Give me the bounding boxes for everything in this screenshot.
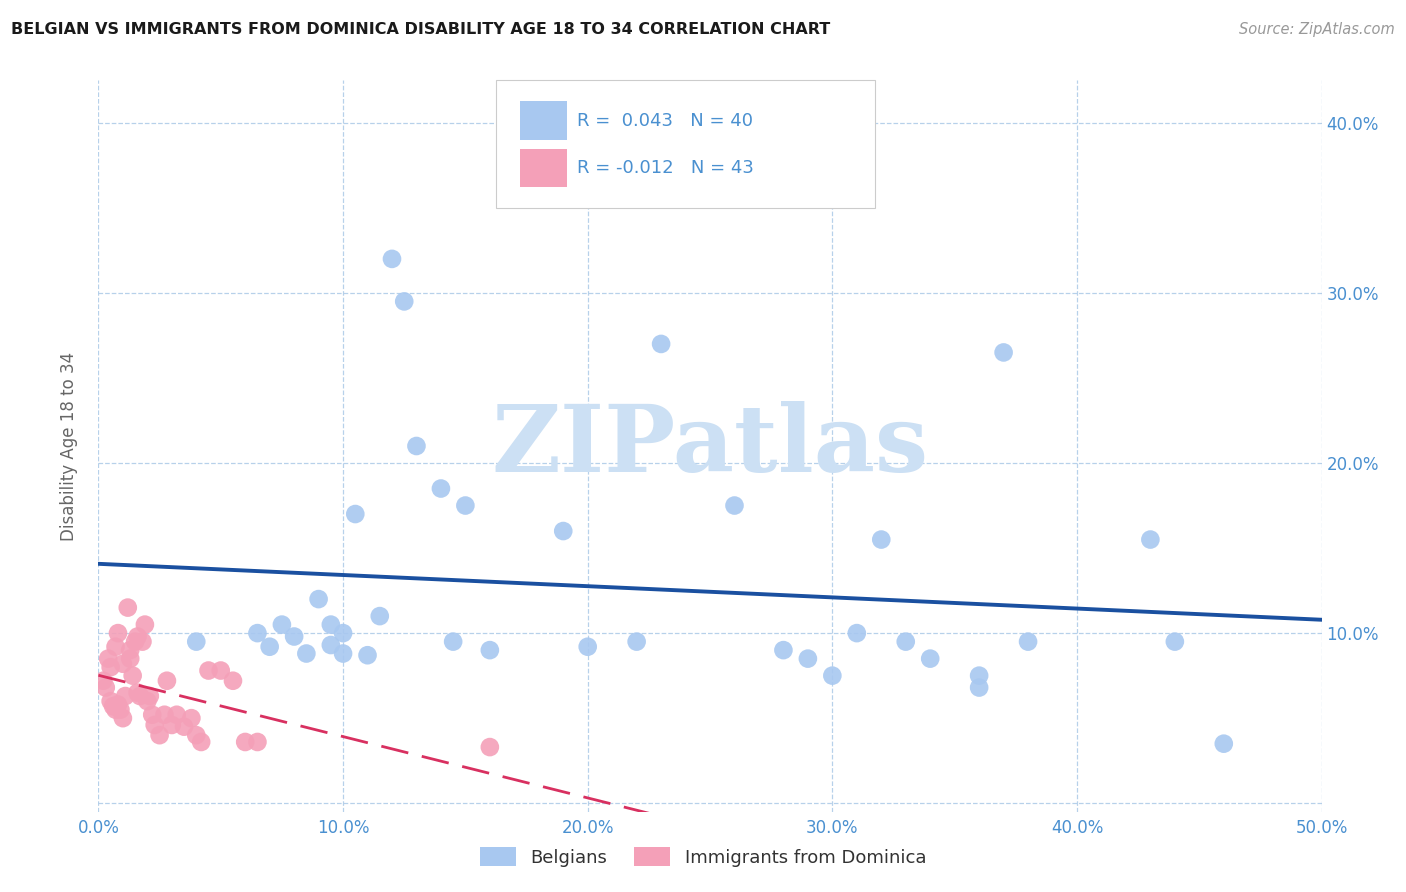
Point xyxy=(104,703,127,717)
Point xyxy=(319,638,342,652)
Point xyxy=(120,651,142,665)
Point xyxy=(246,626,269,640)
Point xyxy=(1164,634,1187,648)
Point xyxy=(1139,533,1161,547)
Y-axis label: Disability Age 18 to 34: Disability Age 18 to 34 xyxy=(59,351,77,541)
Point xyxy=(295,647,318,661)
Text: ZIPatlas: ZIPatlas xyxy=(492,401,928,491)
Point xyxy=(129,689,152,703)
Point xyxy=(117,600,139,615)
Point xyxy=(107,626,129,640)
Point xyxy=(186,728,208,742)
Point xyxy=(120,643,142,657)
Point xyxy=(441,634,464,648)
Point xyxy=(141,707,163,722)
Point xyxy=(894,634,917,648)
Point xyxy=(344,507,367,521)
Point xyxy=(246,735,269,749)
Point xyxy=(101,699,124,714)
Point xyxy=(222,673,245,688)
Point xyxy=(430,482,453,496)
Legend: Belgians, Immigrants from Dominica: Belgians, Immigrants from Dominica xyxy=(471,838,935,876)
Point xyxy=(772,643,794,657)
Point xyxy=(134,617,156,632)
Point xyxy=(111,711,134,725)
Point xyxy=(356,648,378,663)
Point xyxy=(270,617,294,632)
Point xyxy=(478,643,501,657)
Point xyxy=(156,673,179,688)
Point xyxy=(1212,737,1234,751)
Point xyxy=(723,499,745,513)
Point xyxy=(576,640,599,654)
Point xyxy=(104,640,127,654)
Point xyxy=(233,735,256,749)
Point xyxy=(308,592,330,607)
Point xyxy=(392,294,416,309)
Point xyxy=(136,694,159,708)
Point xyxy=(153,707,176,722)
Point xyxy=(111,657,134,671)
Point xyxy=(121,668,143,682)
Point xyxy=(166,707,188,722)
Point xyxy=(100,660,122,674)
Point xyxy=(209,664,232,678)
Point xyxy=(100,694,122,708)
Text: Source: ZipAtlas.com: Source: ZipAtlas.com xyxy=(1239,22,1395,37)
Point xyxy=(553,524,575,538)
Point xyxy=(870,533,893,547)
Point xyxy=(127,686,149,700)
Point xyxy=(160,718,183,732)
Point xyxy=(124,634,146,648)
Point xyxy=(478,740,501,755)
Point xyxy=(110,703,132,717)
Point xyxy=(97,651,120,665)
Point xyxy=(91,673,114,688)
Point xyxy=(139,689,162,703)
Point xyxy=(821,668,844,682)
Point xyxy=(143,718,166,732)
Point xyxy=(454,499,477,513)
Point xyxy=(967,668,990,682)
Point xyxy=(381,252,404,266)
Point xyxy=(107,698,129,712)
Point xyxy=(197,664,219,678)
Point xyxy=(845,626,868,640)
FancyBboxPatch shape xyxy=(520,149,567,187)
Text: BELGIAN VS IMMIGRANTS FROM DOMINICA DISABILITY AGE 18 TO 34 CORRELATION CHART: BELGIAN VS IMMIGRANTS FROM DOMINICA DISA… xyxy=(11,22,831,37)
Point xyxy=(131,634,153,648)
Point xyxy=(259,640,281,654)
FancyBboxPatch shape xyxy=(520,102,567,139)
Text: R = -0.012   N = 43: R = -0.012 N = 43 xyxy=(576,159,754,177)
Point xyxy=(127,630,149,644)
Point xyxy=(283,630,305,644)
Point xyxy=(650,337,672,351)
Point xyxy=(967,681,990,695)
Point xyxy=(94,681,117,695)
Point xyxy=(114,689,136,703)
Point xyxy=(405,439,427,453)
Point xyxy=(186,634,208,648)
Point xyxy=(332,626,354,640)
Point xyxy=(1017,634,1039,648)
Point xyxy=(332,647,354,661)
Point xyxy=(190,735,212,749)
Point xyxy=(993,345,1015,359)
Point xyxy=(149,728,172,742)
FancyBboxPatch shape xyxy=(496,80,875,209)
Point xyxy=(626,634,648,648)
Point xyxy=(797,651,820,665)
Point xyxy=(180,711,202,725)
Point xyxy=(368,609,391,624)
Point xyxy=(319,617,342,632)
Point xyxy=(920,651,942,665)
Point xyxy=(173,720,195,734)
Text: R =  0.043   N = 40: R = 0.043 N = 40 xyxy=(576,112,752,129)
